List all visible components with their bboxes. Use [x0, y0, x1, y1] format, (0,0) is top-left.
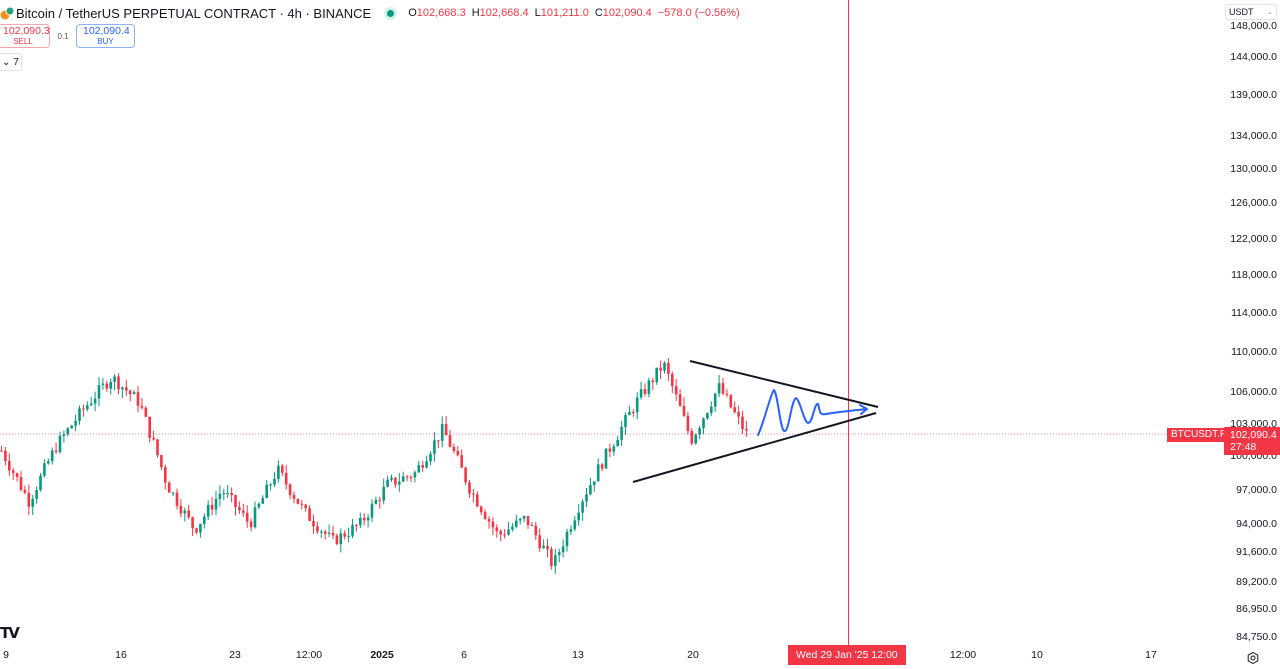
last-price-tag: 102,090.4 27:48 [1224, 427, 1280, 455]
bar-countdown: 27:48 [1230, 441, 1257, 453]
price-tick-label: 122,000.0 [1230, 233, 1277, 245]
time-tick-label: 20 [687, 649, 699, 661]
time-tick-label: 2025 [370, 649, 394, 661]
time-tick-label: 12:00 [295, 649, 323, 661]
close-label: C [594, 7, 603, 19]
change-value: −578.0 (−0.56%) [657, 7, 740, 19]
open-label: O [408, 7, 417, 19]
chart-legend: Bitcoin / TetherUS PERPETUAL CONTRACT · … [0, 4, 740, 22]
time-tick-label: 6 [461, 649, 467, 661]
price-chart-canvas[interactable] [0, 0, 1222, 645]
price-tick-label: 110,000.0 [1231, 346, 1277, 358]
market-open-status-icon [387, 9, 395, 17]
symbol-title[interactable]: Bitcoin / TetherUS PERPETUAL CONTRACT · … [16, 5, 372, 21]
chevron-down-icon: ⌄ [2, 56, 11, 68]
spread-value: 0.1 [57, 31, 69, 41]
price-tick-label: 130,000.0 [1230, 163, 1277, 175]
indicators-toggle-button[interactable]: ⌄ 7 [0, 53, 22, 71]
currency-select[interactable]: USDT ⌄ [1225, 4, 1277, 20]
price-tick-label: 144,000.0 [1230, 51, 1277, 63]
trade-buttons: 102,090.3 SELL 0.1 102,090.4 BUY [0, 24, 135, 48]
chevron-down-icon: ⌄ [1267, 9, 1273, 16]
symmetrical-triangle-drawing[interactable] [632, 360, 879, 483]
last-price-value: 102,090.4 [1230, 429, 1277, 441]
time-tick-label: 10 [1031, 649, 1043, 661]
time-tick-label: 12:00 [949, 649, 977, 661]
ohlc-values: O102,668.3 H102,668.4 L101,211.0 C102,09… [408, 7, 739, 19]
price-tick-label: 91,600.0 [1236, 546, 1277, 558]
price-tick-label: 106,000.0 [1230, 386, 1277, 398]
candlestick-series [0, 358, 748, 574]
indicators-count: 7 [13, 56, 19, 68]
high-value: 102,668.4 [479, 7, 529, 19]
price-tick-label: 86,950.0 [1236, 603, 1277, 615]
sell-label: SELL [13, 36, 33, 46]
close-value: 102,090.4 [602, 7, 652, 19]
price-tick-label: 94,000.0 [1236, 518, 1277, 530]
time-tick-label: 13 [572, 649, 584, 661]
price-tick-label: 114,000.0 [1231, 307, 1277, 319]
tradingview-logo-icon[interactable]: TV [0, 624, 20, 642]
buy-price: 102,090.4 [83, 24, 130, 37]
price-tick-label: 148,000.0 [1230, 20, 1277, 32]
price-tick-label: 126,000.0 [1230, 197, 1277, 209]
currency-value: USDT [1229, 7, 1254, 17]
bitcoin-logo-icon [0, 6, 15, 20]
symbol-price-tag: BTCUSDT.P [1167, 428, 1231, 442]
low-value: 101,211.0 [540, 7, 589, 19]
price-axis[interactable]: 148,000.0 144,000.0 139,000.0 134,000.0 130,… [1222, 0, 1280, 645]
price-tick-label: 118,000.0 [1231, 269, 1277, 281]
sell-button[interactable]: 102,090.3 SELL [0, 24, 50, 48]
projection-wave-drawing[interactable] [757, 389, 868, 436]
high-label: H [471, 7, 480, 19]
settings-gear-icon[interactable] [1247, 651, 1259, 665]
price-tick-label: 134,000.0 [1230, 130, 1277, 142]
crosshair-time-label: Wed 29 Jan '25 12:00 [788, 645, 906, 665]
price-tick-label: 84,750.0 [1236, 631, 1277, 643]
time-tick-label: 23 [229, 649, 241, 661]
sell-price: 102,090.3 [3, 24, 50, 37]
time-axis[interactable]: 9 16 23 12:00 2025 6 13 20 12:00 10 17 [0, 645, 1222, 665]
buy-button[interactable]: 102,090.4 BUY [76, 24, 135, 48]
buy-label: BUY [97, 36, 114, 46]
time-tick-label: 16 [115, 649, 127, 661]
low-label: L [534, 7, 541, 19]
price-tick-label: 139,000.0 [1230, 89, 1277, 101]
price-tick-label: 97,000.0 [1236, 484, 1277, 496]
price-tick-label: 89,200.0 [1236, 576, 1277, 588]
time-tick-label: 9 [3, 649, 9, 661]
open-value: 102,668.3 [416, 7, 466, 19]
time-tick-label: 17 [1145, 649, 1157, 661]
